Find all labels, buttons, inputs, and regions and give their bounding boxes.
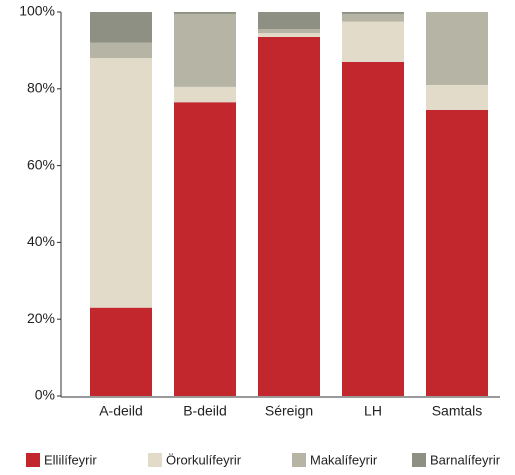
y-tick-label: 100% — [19, 3, 55, 19]
x-tick-label: Séreign — [265, 403, 313, 419]
legend-swatch — [26, 453, 40, 467]
y-tick-label: 40% — [27, 233, 55, 249]
bar-segment — [258, 36, 320, 397]
bar-segment — [174, 13, 236, 87]
bar-segment — [90, 58, 152, 308]
x-tick-label: LH — [364, 403, 382, 419]
bar-segment — [258, 29, 320, 34]
legend-swatch — [148, 453, 162, 467]
legend-label: Barnalífeyrir — [430, 452, 501, 467]
y-tick-label: 0% — [35, 387, 55, 403]
bar-segment — [342, 21, 404, 62]
x-tick-label: A-deild — [99, 403, 143, 419]
bar-segment — [174, 102, 236, 397]
bar-segment — [426, 109, 488, 397]
bar-segment — [174, 12, 236, 14]
y-tick-label: 20% — [27, 310, 55, 326]
y-tick-label: 80% — [27, 80, 55, 96]
bar-segment — [342, 12, 404, 14]
bar-segment — [342, 61, 404, 397]
x-tick-label: Samtals — [432, 403, 483, 419]
bar-segment — [426, 84, 488, 110]
bar-segment — [342, 13, 404, 22]
y-tick-label: 60% — [27, 156, 55, 172]
bar-segment — [258, 33, 320, 37]
bar-segment — [174, 86, 236, 103]
bar-segment — [426, 12, 488, 85]
bar-segment — [90, 12, 152, 43]
legend-label: Ellilífeyrir — [44, 452, 97, 467]
legend-label: Makalífeyrir — [310, 452, 378, 467]
x-tick-label: B-deild — [183, 403, 227, 419]
legend-label: Örorkulífeyrir — [166, 452, 242, 467]
legend-swatch — [412, 453, 426, 467]
bar-segment — [258, 12, 320, 30]
bar-segment — [90, 307, 152, 396]
legend-swatch — [292, 453, 306, 467]
bar-segment — [90, 42, 152, 59]
